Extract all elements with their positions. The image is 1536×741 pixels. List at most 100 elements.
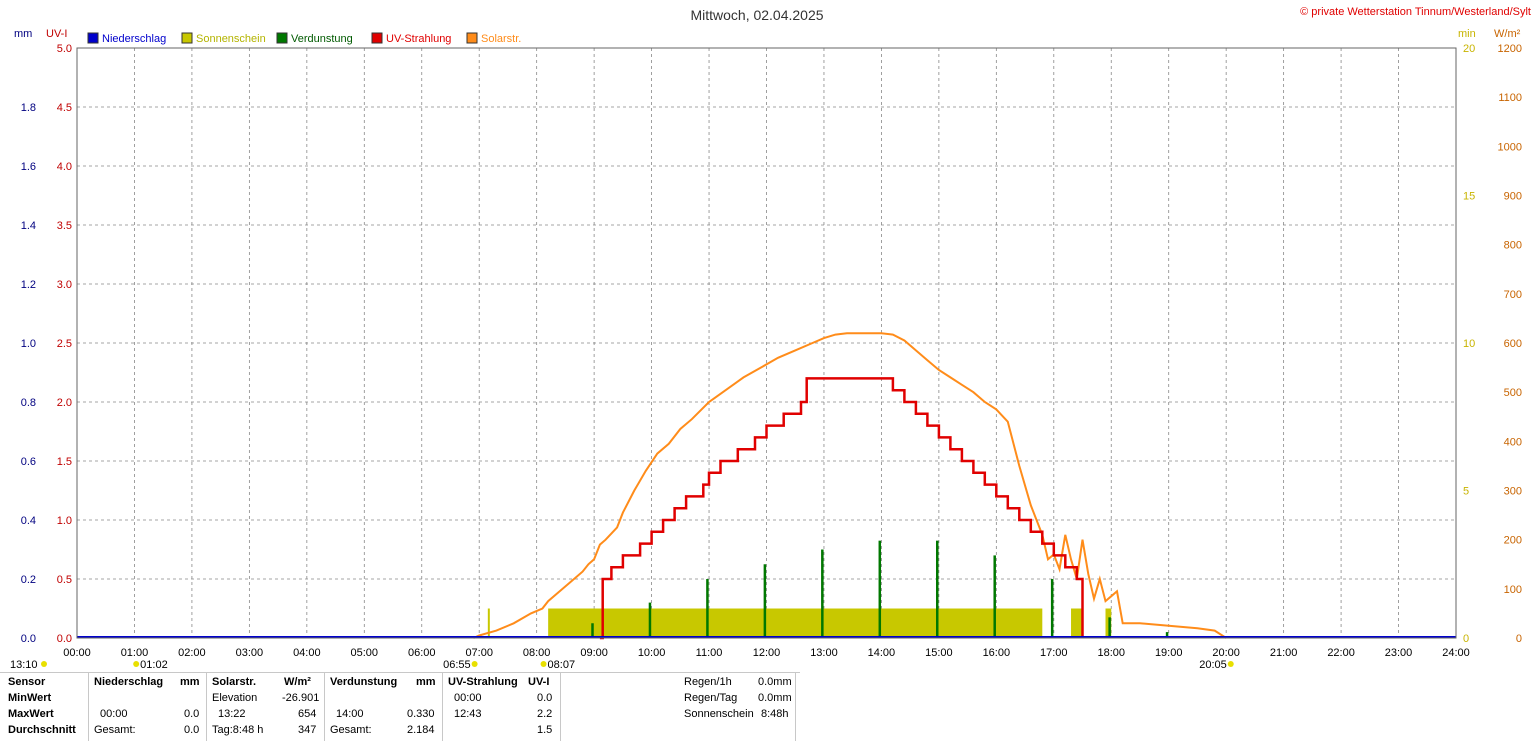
x-tick-label: 10:00 [638,647,666,659]
uv-tick-label: 0.0 [57,633,72,645]
col-sensor: Sensor MinWert MaxWert Durchschnitt [8,674,76,738]
mm-tick-label: 0.6 [21,456,36,468]
sunshine-band [487,608,490,638]
sun-icon [41,661,47,667]
sun-marker-label: 08:07 [548,659,576,671]
x-tick-label: 06:00 [408,647,436,659]
solar-max-time: 13:22 [218,708,246,720]
mm-tick-label: 0.2 [21,574,36,586]
series-sonnenschein [487,608,1112,638]
plot-frame [76,47,1457,639]
min-tick-label: 10 [1463,338,1475,350]
legend-label-sonnenschein: Sonnenschein [196,33,266,45]
evaporation-bar [1108,617,1111,638]
uv-tick-label: 5.0 [57,43,72,55]
uv-tick-label: 1.0 [57,515,72,527]
evaporation-bar [591,623,594,638]
sun-marker-label: 13:10 [10,659,38,671]
regen-h-label: Regen/1h [684,676,732,688]
regen-tag-label: Regen/Tag [684,692,738,704]
uv-tick-label: 0.5 [57,574,72,586]
evaporation-bar [648,602,652,638]
legend-label-uv: UV-Strahlung [386,33,451,45]
wm2-tick-label: 1000 [1498,141,1522,153]
uv-max-time: 12:43 [454,708,482,720]
sun-markers: 13:10 01:02 06:55 08:07 20:05 [10,659,1234,671]
legend-swatch-niederschlag [87,32,99,44]
niederschlag-header: Niederschlag [94,676,164,688]
mm-tick-label: 0.0 [21,633,36,645]
legend-label-solar: Solarstr. [481,33,521,45]
x-tick-label: 24:00 [1442,647,1470,659]
verdunstung-avg-label: Gesamt: [330,724,372,736]
uv-unit: UV-I [528,676,550,688]
axis-label-uv: UV-I [46,28,67,40]
sun-marker-label: 01:02 [140,659,168,671]
wm2-tick-label: 400 [1504,436,1522,448]
x-tick-label: 01:00 [121,647,149,659]
wm2-tick-label: 300 [1504,486,1522,498]
wm2-tick-label: 200 [1504,535,1522,547]
solar-avg-label: Tag:8:48 h [212,724,264,736]
wm2-tick-label: 700 [1504,289,1522,301]
copyright: © private Wetterstation Tinnum/Westerlan… [1300,6,1531,18]
x-ticks: 00:00 01:00 02:00 03:00 04:00 05:00 06:00 07:00… [63,647,1470,659]
x-tick-label: 21:00 [1270,647,1298,659]
durchschnitt-label: Durchschnitt [8,724,76,736]
uv-tick-label: 2.5 [57,338,72,350]
uv-tick-label: 2.0 [57,397,72,409]
mm-tick-label: 1.6 [21,161,36,173]
x-tick-label: 22:00 [1327,647,1355,659]
chart-title: Mittwoch, 02.04.2025 [690,7,823,23]
sonnenschein-val: 8:48h [761,708,789,720]
grid [76,47,1457,639]
evaporation-bar [878,540,882,638]
solar-min-val: -26.901 [282,692,320,704]
solar-avg-val: 347 [298,724,317,736]
niederschlag-avg-val: 0.0 [184,724,200,736]
regen-h-val: 0.0mm [758,676,792,688]
evaporation-bar [1050,579,1054,638]
evaporation-bar [763,564,767,638]
x-tick-label: 08:00 [523,647,551,659]
axis-label-wm2: W/m² [1494,28,1521,40]
uv-max-val: 2.2 [537,708,553,720]
x-tick-label: 09:00 [580,647,608,659]
wm2-tick-label: 500 [1504,387,1522,399]
min-tick-label: 20 [1463,43,1475,55]
legend-swatch-solar [466,32,478,44]
x-tick-label: 05:00 [351,647,379,659]
uv-avg-val: 1.5 [537,724,553,736]
sunshine-band [548,608,1043,638]
legend: Niederschlag Sonnenschein Verdunstung UV… [87,32,521,45]
mm-tick-label: 1.2 [21,279,36,291]
uv-tick-label: 3.0 [57,279,72,291]
verdunstung-max-time: 14:00 [336,708,364,720]
legend-swatch-verdunstung [276,32,288,44]
solar-unit: W/m² [284,676,311,688]
sensor-header: Sensor [8,676,46,688]
series-uv [599,377,1084,640]
uv-min-val: 0.0 [537,692,553,704]
uv-min-time: 00:00 [454,692,482,704]
mm-tick-label: 0.4 [21,515,36,527]
solar-max-val: 654 [298,708,317,720]
wm2-tick-label: 900 [1504,191,1522,203]
legend-label-niederschlag: Niederschlag [102,33,166,45]
uv-tick-label: 1.5 [57,456,72,468]
axis-label-min: min [1458,28,1476,40]
niederschlag-max-val: 0.0 [184,708,200,720]
y-ticks-right: 0510152001002003004005006007008009001000… [1463,43,1522,645]
min-tick-label: 5 [1463,486,1469,498]
x-tick-label: 00:00 [63,647,91,659]
wm2-tick-label: 1100 [1498,92,1522,104]
x-tick-label: 12:00 [753,647,781,659]
wm2-tick-label: 600 [1504,338,1522,350]
sunshine-band [1071,608,1083,638]
uv-tick-label: 3.5 [57,220,72,232]
sun-marker-label: 20:05 [1199,659,1227,671]
axis-label-mm: mm [14,28,32,40]
sun-icon [1227,661,1234,667]
x-tick-label: 19:00 [1155,647,1183,659]
